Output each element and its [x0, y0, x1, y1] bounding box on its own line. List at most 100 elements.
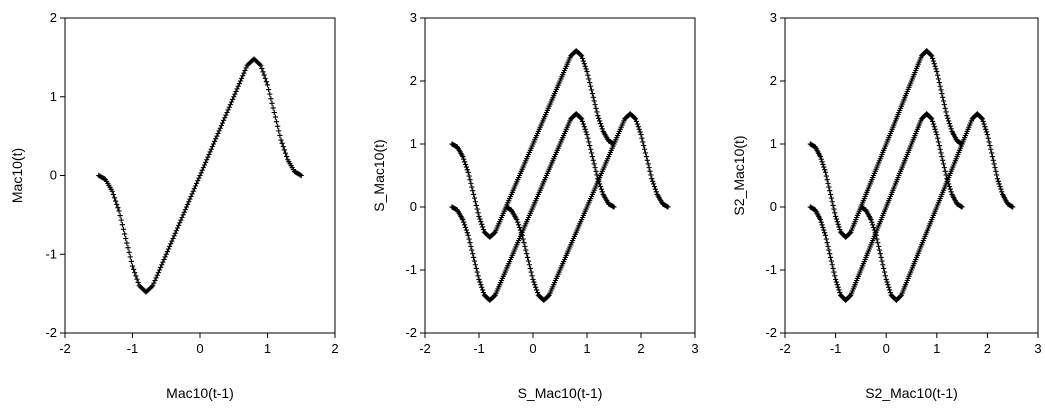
data-point	[651, 183, 658, 190]
x-tick-label: 1	[933, 341, 940, 356]
data-point	[583, 129, 589, 135]
data-point	[122, 231, 128, 237]
data-point	[472, 199, 478, 205]
plot-frame	[424, 17, 696, 334]
data-point	[153, 275, 159, 281]
data-point	[883, 276, 889, 283]
data-point	[101, 176, 107, 182]
data-point	[934, 131, 940, 138]
data-point	[463, 227, 469, 233]
data-point	[110, 191, 116, 198]
data-point	[948, 126, 954, 132]
data-point	[188, 193, 194, 200]
data-point	[633, 118, 640, 125]
data-point	[243, 65, 249, 71]
x-tick-label: -2	[419, 341, 431, 356]
data-point	[820, 161, 826, 168]
x-tick-label: 2	[331, 341, 338, 356]
data-point	[987, 142, 993, 149]
data-point	[998, 186, 1004, 192]
data-point	[929, 53, 935, 59]
data-point	[462, 222, 468, 228]
data-point	[935, 139, 942, 145]
data-point	[821, 227, 827, 233]
y-tick-label: -1	[405, 262, 417, 277]
data-point	[517, 227, 523, 233]
y-axis-title: Mac10(t)	[9, 148, 25, 203]
data-point	[884, 279, 890, 285]
y-tick-label: 2	[770, 73, 777, 88]
data-point	[877, 251, 883, 257]
data-point	[279, 140, 285, 146]
data-point	[464, 167, 470, 173]
data-point	[167, 243, 173, 249]
data-point	[258, 62, 264, 68]
data-point	[835, 221, 841, 227]
data-point	[467, 240, 473, 246]
data-point	[585, 135, 591, 141]
data-point	[876, 243, 882, 249]
data-point	[278, 137, 284, 143]
data-point	[468, 243, 474, 249]
data-point	[643, 154, 649, 160]
data-point	[936, 142, 942, 149]
data-point	[477, 279, 483, 285]
data-point	[227, 102, 233, 108]
data-point	[152, 277, 158, 284]
data-point	[113, 198, 119, 204]
data-point	[277, 132, 283, 139]
data-point	[597, 120, 604, 127]
data-point	[257, 61, 263, 67]
data-point	[611, 204, 617, 210]
data-point	[545, 293, 551, 299]
data-point	[199, 167, 205, 173]
data-point	[156, 267, 163, 273]
data-point	[520, 236, 526, 242]
data-point	[231, 94, 237, 100]
data-point	[196, 175, 202, 181]
data-point	[637, 129, 643, 135]
data-point	[222, 115, 228, 121]
data-point	[242, 67, 248, 74]
data-point	[216, 128, 222, 134]
data-point	[942, 168, 948, 174]
data-point	[940, 161, 947, 167]
data-point	[868, 217, 874, 223]
data-point	[475, 273, 481, 279]
data-point	[132, 270, 138, 276]
data-point	[464, 230, 470, 236]
data-point	[212, 138, 218, 144]
data-point	[210, 141, 217, 147]
data-point	[475, 210, 481, 216]
data-point	[133, 273, 139, 279]
data-point	[940, 157, 946, 163]
data-point	[837, 289, 843, 296]
data-point	[115, 205, 121, 211]
data-point	[946, 118, 952, 124]
data-point	[477, 216, 483, 222]
data-point	[941, 165, 947, 171]
data-point	[930, 58, 937, 64]
data-point	[940, 98, 947, 104]
data-point	[822, 230, 828, 236]
data-point	[191, 186, 197, 192]
data-point	[836, 224, 842, 230]
data-point	[833, 216, 840, 222]
data-point	[653, 189, 659, 195]
data-point	[934, 68, 940, 75]
data-point	[528, 269, 534, 275]
data-point	[273, 119, 280, 125]
data-point	[930, 121, 937, 127]
data-point	[936, 79, 942, 86]
data-point	[597, 118, 603, 124]
data-point	[935, 72, 941, 78]
data-point	[186, 199, 192, 205]
data-point	[204, 157, 210, 163]
data-point	[935, 76, 942, 82]
data-point	[873, 232, 879, 238]
data-point	[515, 219, 521, 225]
data-point	[985, 135, 991, 141]
x-axis-title: Mac10(t-1)	[166, 385, 234, 401]
data-point	[275, 123, 281, 129]
data-point	[465, 232, 471, 238]
